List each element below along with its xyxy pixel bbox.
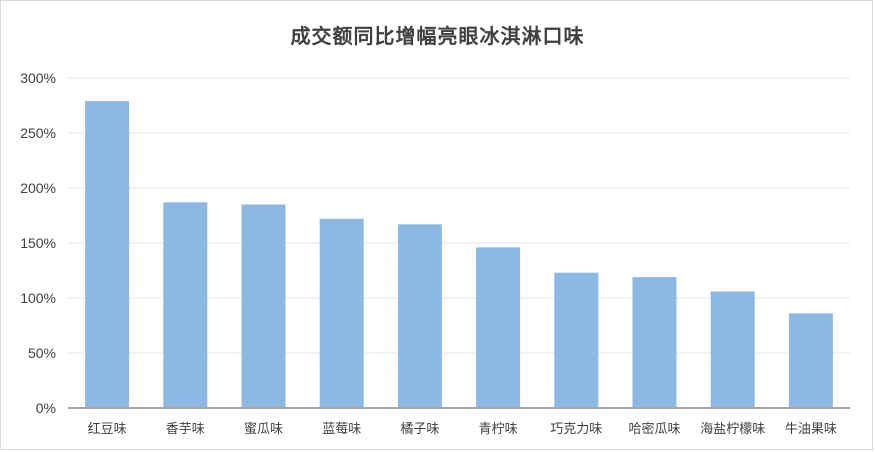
bar: [554, 272, 599, 408]
y-tick-label: 250%: [20, 125, 56, 141]
y-tick-label: 200%: [20, 180, 56, 196]
y-tick-label: 300%: [20, 70, 56, 86]
chart-title: 成交额同比增幅亮眼冰淇淋口味: [290, 24, 585, 48]
x-category-label: 橘子味: [400, 421, 439, 437]
x-category-label: 青柠味: [479, 422, 518, 437]
bars: [85, 101, 833, 408]
bar: [710, 291, 755, 408]
y-axis-ticks: 0% 50% 100% 150% 200% 250% 300%: [20, 70, 56, 416]
bar: [163, 202, 208, 408]
bar: [397, 224, 442, 408]
x-category-label: 蜜瓜味: [244, 422, 283, 437]
y-tick-label: 0%: [36, 400, 56, 416]
x-category-label: 海盐柠檬味: [700, 422, 765, 437]
bar: [632, 277, 677, 408]
bar: [788, 313, 833, 408]
y-tick-label: 100%: [20, 290, 56, 306]
x-axis-categories: 红豆味 香芋味 蜜瓜味 蓝莓味 橘子味 青柠味 巧克力味 哈密瓜味 海盐柠檬味 牛油果味: [88, 421, 837, 437]
y-tick-label: 50%: [28, 345, 56, 361]
x-category-label: 牛油果味: [785, 422, 837, 437]
bar: [85, 101, 130, 408]
bar: [476, 247, 521, 408]
x-category-label: 巧克力味: [550, 422, 602, 437]
x-category-label: 红豆味: [88, 421, 127, 437]
bar: [319, 218, 364, 408]
x-category-label: 哈密瓜味: [628, 421, 680, 437]
x-category-label: 香芋味: [166, 422, 205, 437]
bar: [241, 204, 286, 408]
y-tick-label: 150%: [20, 235, 56, 251]
x-category-label: 蓝莓味: [322, 422, 361, 437]
